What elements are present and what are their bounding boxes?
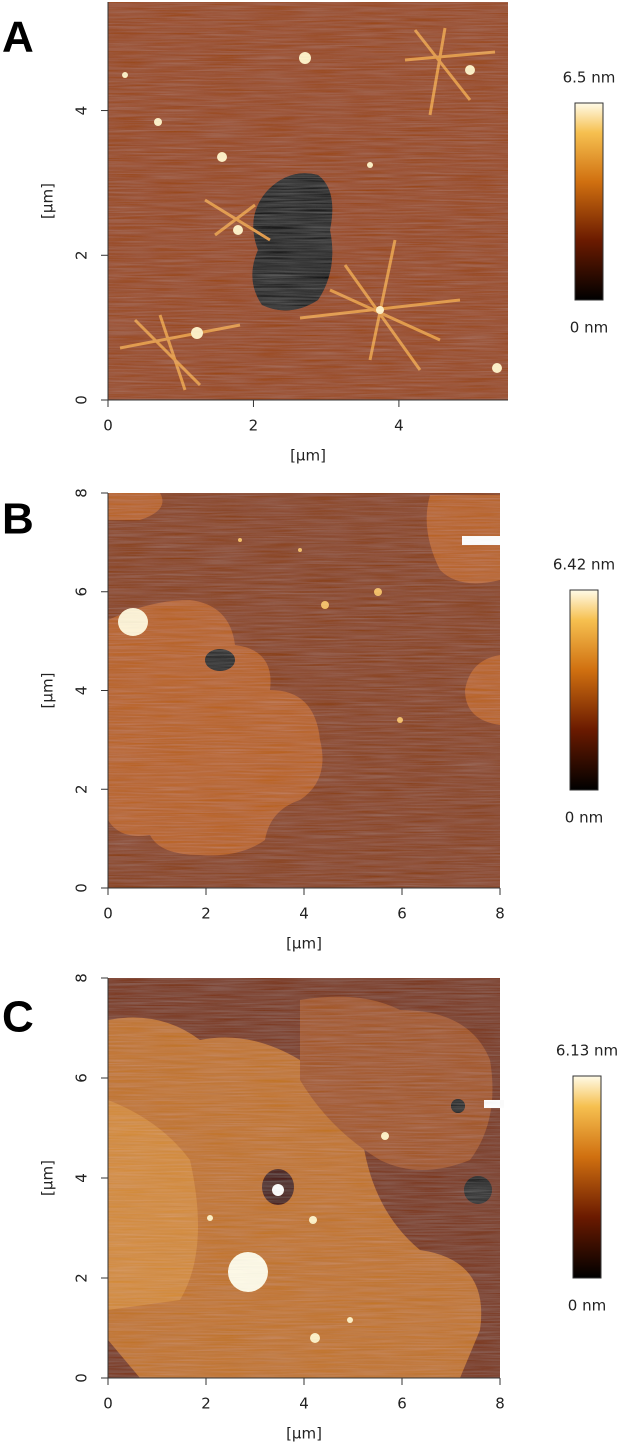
panel-letter: C xyxy=(2,993,34,1042)
y-axis-label: [µm] xyxy=(39,183,57,219)
y-tick-label: 2 xyxy=(73,1273,91,1283)
y-tick-label: 4 xyxy=(73,1173,91,1183)
y-tick-label: 6 xyxy=(73,587,91,597)
colorbar-max-label: 6.5 nm xyxy=(563,69,616,87)
y-tick-label: 0 xyxy=(73,1373,91,1383)
colorbar-min-label: 0 nm xyxy=(565,809,603,827)
y-tick-label: 0 xyxy=(73,395,91,405)
x-tick-label: 2 xyxy=(201,905,211,923)
x-tick-label: 8 xyxy=(495,1395,505,1413)
x-tick-label: 4 xyxy=(394,417,404,435)
y-tick-label: 2 xyxy=(73,250,91,260)
x-tick-label: 0 xyxy=(103,417,113,435)
x-tick-label: 2 xyxy=(249,417,259,435)
colorbar-min-label: 0 nm xyxy=(568,1297,606,1315)
x-tick-label: 8 xyxy=(495,905,505,923)
y-axis-label: [µm] xyxy=(39,1160,57,1196)
x-tick-label: 0 xyxy=(103,1395,113,1413)
y-axis-label: [µm] xyxy=(39,673,57,709)
y-tick-label: 0 xyxy=(73,883,91,893)
colorbar-min-label: 0 nm xyxy=(570,319,608,337)
y-tick-label: 6 xyxy=(73,1073,91,1083)
x-tick-label: 6 xyxy=(397,905,407,923)
x-tick-label: 0 xyxy=(103,905,113,923)
colorbar-max-label: 6.13 nm xyxy=(556,1042,618,1060)
afm-image xyxy=(108,493,500,888)
afm-image xyxy=(108,2,508,400)
colorbar xyxy=(569,589,599,791)
panel-letter: A xyxy=(2,13,34,62)
colorbar xyxy=(574,102,604,301)
panel-letter: B xyxy=(2,495,34,544)
y-tick-label: 8 xyxy=(73,973,91,983)
y-tick-label: 2 xyxy=(73,784,91,794)
x-tick-label: 4 xyxy=(299,905,309,923)
x-tick-label: 4 xyxy=(299,1395,309,1413)
y-tick-label: 4 xyxy=(73,106,91,116)
x-axis-label: [µm] xyxy=(286,935,322,953)
colorbar xyxy=(572,1075,602,1279)
x-axis-label: [µm] xyxy=(290,447,326,465)
x-tick-label: 6 xyxy=(397,1395,407,1413)
x-tick-label: 2 xyxy=(201,1395,211,1413)
y-tick-label: 4 xyxy=(73,686,91,696)
afm-image xyxy=(108,978,504,1378)
x-axis-label: [µm] xyxy=(286,1425,322,1443)
colorbar-max-label: 6.42 nm xyxy=(553,556,615,574)
y-tick-label: 8 xyxy=(73,488,91,498)
